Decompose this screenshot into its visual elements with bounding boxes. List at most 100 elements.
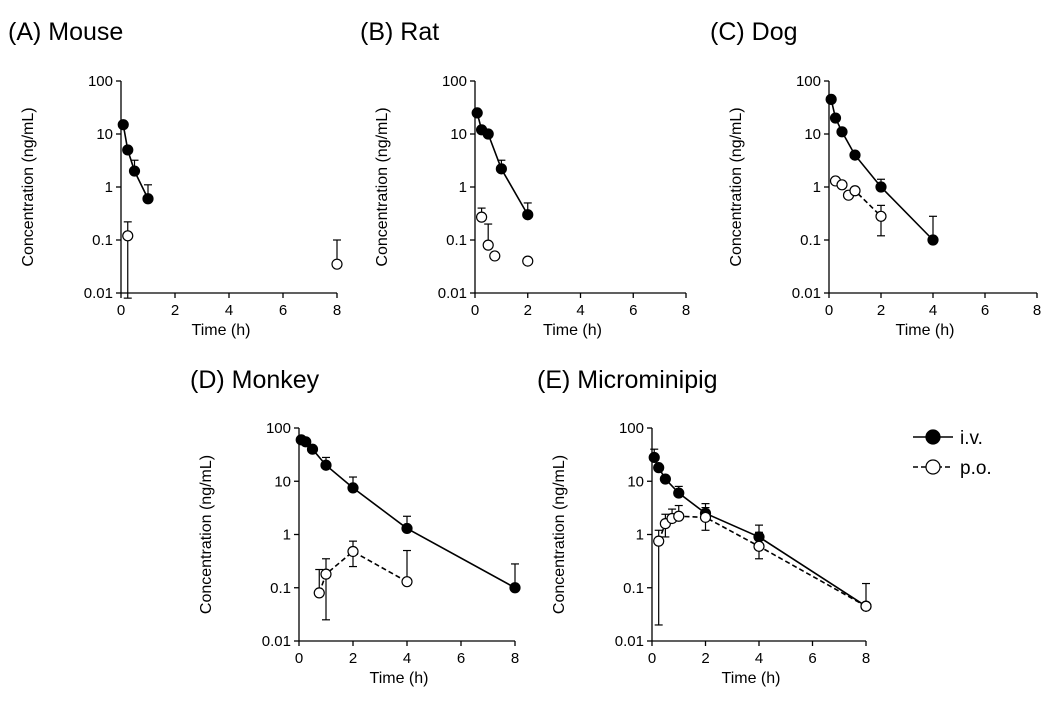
iv-data-point	[875, 181, 887, 193]
y-tick-label: 1	[813, 179, 821, 196]
iv-data-point	[320, 459, 332, 471]
po-data-point	[347, 545, 359, 558]
po-series-line	[318, 550, 408, 594]
po-data-point	[875, 210, 887, 222]
iv-data-point	[509, 582, 521, 594]
x-tick-label: 6	[457, 650, 465, 667]
iv-data-point	[849, 149, 861, 161]
legend-iv-marker	[925, 429, 941, 445]
iv-data-point	[401, 522, 413, 535]
po-data-point	[699, 511, 712, 523]
y-tick-label: 0.1	[800, 232, 821, 249]
chart-panel-0: (A) Mouse 0.01 0.1 1 10 100 0 2 4 6 8 Time (h) Conce…	[8, 18, 343, 339]
po-data-point	[489, 250, 501, 262]
po-data-point	[313, 587, 325, 599]
po-data-point	[653, 535, 665, 547]
x-tick-label: 2	[171, 302, 179, 319]
y-tick-label: 100	[796, 73, 821, 90]
po-data-point	[753, 540, 765, 552]
y-tick-label: 100	[88, 73, 113, 90]
x-tick-label: 2	[877, 302, 885, 319]
iv-data-point	[300, 436, 312, 448]
po-data-point	[860, 600, 872, 612]
x-tick-label: 4	[755, 650, 763, 667]
x-tick-label: 6	[629, 302, 637, 319]
x-tick-label: 8	[1033, 302, 1041, 319]
y-axis-label: Concentration (ng/mL)	[551, 455, 568, 614]
x-tick-label: 4	[929, 302, 937, 319]
iv-series-line	[122, 124, 149, 200]
iv-data-point	[128, 165, 141, 177]
po-data-point	[475, 211, 488, 223]
x-axis-label: Time (h)	[896, 322, 955, 339]
chart-panel-1: (B) Rat 0.01 0.1 1 10 100 0 2 4 6 8 Time (h) Concent…	[360, 18, 690, 339]
x-tick-label: 8	[511, 650, 519, 667]
x-tick-label: 8	[682, 302, 690, 319]
po-data-point	[320, 568, 332, 580]
po-data-point	[836, 179, 848, 191]
y-tick-label: 10	[450, 126, 467, 143]
y-tick-label: 1	[283, 527, 291, 544]
panel-title: (E) Microminipig	[537, 366, 718, 394]
iv-data-point	[482, 128, 494, 140]
po-data-point	[482, 239, 494, 251]
iv-data-point	[829, 112, 842, 124]
legend-po-label: p.o.	[960, 458, 992, 479]
chart-panel-4: (E) Microminipig 0.01 0.1 1 10 100 0 2 4 6 8 Time (…	[537, 366, 872, 687]
panel-title: (A) Mouse	[8, 18, 123, 46]
y-axis-label: Concentration (ng/mL)	[198, 455, 215, 614]
x-tick-label: 4	[576, 302, 584, 319]
legend-po-marker	[925, 459, 941, 475]
legend-iv-label: i.v.	[960, 428, 983, 449]
y-tick-label: 10	[804, 126, 821, 143]
x-axis-label: Time (h)	[722, 670, 781, 687]
y-tick-label: 0.1	[270, 580, 291, 597]
po-data-point	[401, 576, 413, 588]
chart-panel-2: (C) Dog 0.01 0.1 1 10 100 0 2 4 6 8 Time (h) Concent…	[710, 18, 1041, 339]
po-data-point	[673, 510, 685, 522]
x-tick-label: 6	[808, 650, 816, 667]
x-tick-label: 2	[524, 302, 532, 319]
y-tick-label: 10	[96, 126, 113, 143]
y-tick-label: 0.01	[262, 633, 291, 650]
y-tick-label: 100	[619, 420, 644, 437]
iv-data-point	[122, 144, 134, 156]
x-tick-label: 6	[279, 302, 287, 319]
y-tick-label: 0.01	[438, 285, 467, 302]
x-tick-label: 2	[349, 650, 357, 667]
y-tick-label: 100	[266, 420, 291, 437]
y-tick-label: 10	[627, 473, 644, 490]
x-tick-label: 8	[333, 302, 341, 319]
iv-data-point	[347, 482, 359, 494]
y-tick-label: 1	[105, 179, 113, 196]
iv-data-point	[836, 126, 848, 138]
y-tick-label: 1	[636, 527, 644, 544]
iv-data-point	[495, 163, 507, 175]
iv-data-point	[306, 443, 319, 455]
po-data-point	[122, 230, 134, 242]
x-tick-label: 4	[403, 650, 411, 667]
y-tick-label: 0.01	[84, 285, 113, 302]
po-data-point	[331, 258, 343, 270]
y-tick-label: 0.01	[615, 633, 644, 650]
y-tick-label: 0.1	[446, 232, 467, 249]
x-tick-label: 8	[862, 650, 870, 667]
iv-series-line	[300, 439, 516, 589]
iv-data-point	[522, 209, 534, 221]
po-series-line	[657, 515, 867, 607]
y-tick-label: 100	[442, 73, 467, 90]
iv-data-point	[653, 462, 665, 474]
x-tick-label: 2	[701, 650, 709, 667]
x-axis-label: Time (h)	[543, 322, 602, 339]
iv-data-point	[673, 487, 685, 499]
y-axis-label: Concentration (ng/mL)	[728, 107, 745, 266]
x-tick-label: 0	[117, 302, 125, 319]
panel-title: (C) Dog	[710, 18, 798, 46]
x-axis-label: Time (h)	[192, 322, 251, 339]
x-tick-label: 0	[471, 302, 479, 319]
y-tick-label: 0.01	[792, 285, 821, 302]
y-tick-label: 10	[274, 473, 291, 490]
legend: i.v. p.o.	[913, 428, 992, 479]
x-tick-label: 0	[648, 650, 656, 667]
